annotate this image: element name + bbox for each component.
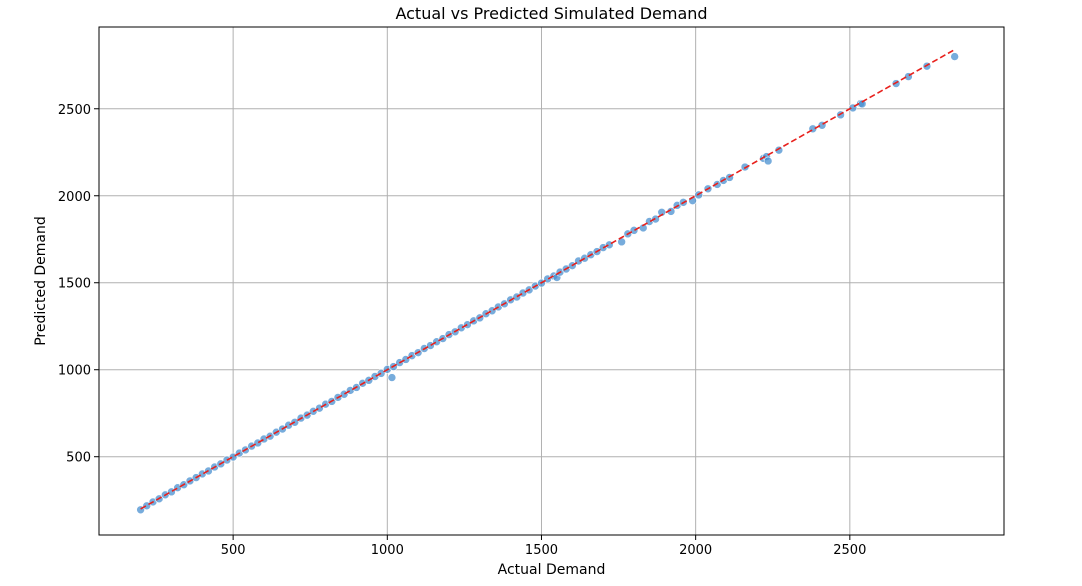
y-axis-ticks: 500 1000 1500 2000 2500 [58,103,99,466]
data-point [763,156,773,166]
x-tick-label: 1500 [525,543,558,558]
x-tick-label: 1000 [371,543,404,558]
chart-title: Actual vs Predicted Simulated Demand [395,4,707,23]
x-tick-label: 2500 [833,543,866,558]
y-tick-label: 500 [66,451,91,466]
y-tick-label: 1000 [58,364,91,379]
reference-line [140,48,956,510]
data-point [463,320,472,329]
x-tick-label: 500 [221,543,246,558]
data-point [629,226,639,235]
x-tick-label: 2000 [679,543,712,558]
data-point [950,52,959,61]
data-point [376,369,386,378]
data-point [387,373,397,382]
x-axis-ticks: 500 1000 1500 2000 2500 [221,535,866,558]
y-tick-label: 2000 [58,190,91,205]
reference-line-group [140,48,956,510]
y-tick-label: 2500 [58,103,91,118]
x-axis-label: Actual Demand [498,562,606,578]
plot-frame [98,26,1005,536]
y-axis-label: Predicted Demand [33,216,49,346]
y-tick-label: 1500 [58,277,91,292]
